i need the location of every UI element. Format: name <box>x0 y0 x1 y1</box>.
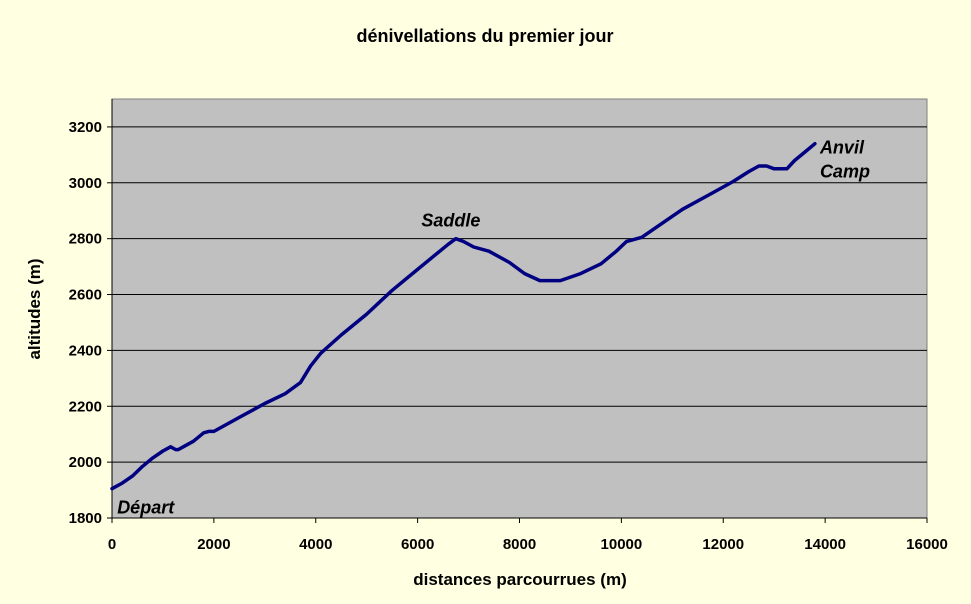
x-tick-label: 12000 <box>702 536 744 553</box>
y-tick-label: 3000 <box>69 175 102 192</box>
annotations: Départ Saddle Anvil Camp <box>117 138 870 518</box>
y-tick-label: 2000 <box>69 454 102 471</box>
axes: 1800 2000 2200 2400 2600 2800 3000 3200 0 2000 400… <box>69 99 948 553</box>
x-tick-label: 10000 <box>601 536 643 553</box>
y-tick-label: 2800 <box>69 231 102 248</box>
elevation-line <box>110 141 817 491</box>
annotation-label: Saddle <box>421 211 480 231</box>
annotation-label: Camp <box>820 162 870 182</box>
y-tick-label: 1800 <box>69 510 102 527</box>
x-tick-label: 8000 <box>503 536 536 553</box>
y-tick-label: 2200 <box>69 398 102 415</box>
x-axis-title: distances parcourrues (m) <box>413 570 627 589</box>
x-tick-label: 0 <box>108 536 116 553</box>
y-axis-title: altitudes (m) <box>25 258 44 359</box>
x-tick-label: 2000 <box>197 536 230 553</box>
x-tick-label: 14000 <box>804 536 846 553</box>
y-tick-label: 2400 <box>69 342 102 359</box>
annotation-label: Anvil <box>819 138 865 158</box>
x-tick-label: 16000 <box>906 536 948 553</box>
plot-area <box>111 98 928 519</box>
x-tick-label: 6000 <box>401 536 434 553</box>
gridlines <box>112 126 927 463</box>
annotation-label: Départ <box>117 498 175 518</box>
series-layer <box>110 141 817 491</box>
y-tick-label: 2600 <box>69 287 102 304</box>
chart-title: dénivellations du premier jour <box>356 26 613 46</box>
x-tick-label: 4000 <box>299 536 332 553</box>
y-tick-label: 3200 <box>69 119 102 136</box>
